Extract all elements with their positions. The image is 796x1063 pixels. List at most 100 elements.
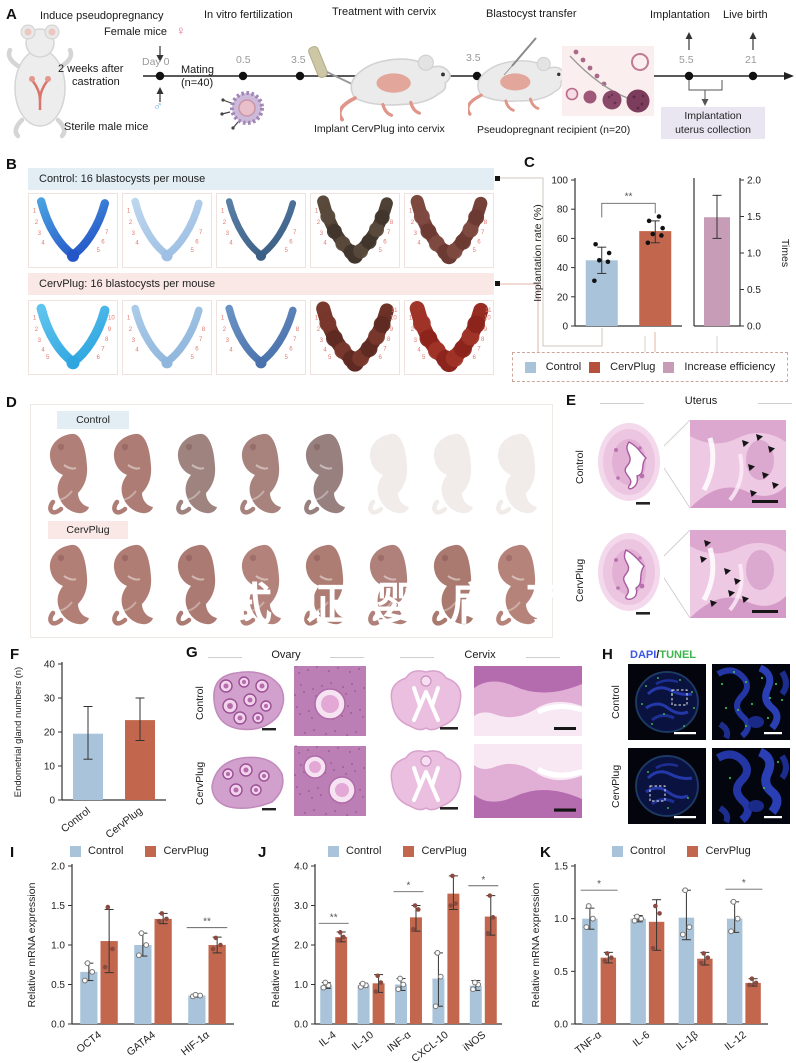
- timepoint-3-5b: 3.5: [466, 52, 481, 64]
- svg-text:Control: Control: [59, 805, 93, 835]
- svg-text:Relative mRNA expression: Relative mRNA expression: [270, 882, 282, 1007]
- svg-text:9: 9: [108, 326, 112, 333]
- svg-text:3: 3: [320, 337, 324, 344]
- svg-text:4: 4: [417, 347, 421, 354]
- dapi-title: DAPI: [630, 649, 657, 661]
- collection-line-2: uterus collection: [675, 124, 751, 136]
- cervix-inset-cervplug: [474, 744, 582, 818]
- cervplug-legend-label: CervPlug: [421, 845, 467, 857]
- uterus-inset-control: [690, 420, 786, 508]
- control-swatch: [328, 845, 339, 857]
- pup-image: [488, 541, 548, 635]
- pup-image: [488, 430, 548, 524]
- pup-image: [360, 541, 420, 635]
- control-pups-row: [40, 430, 548, 524]
- svg-text:6: 6: [473, 354, 477, 361]
- svg-text:2: 2: [223, 326, 227, 333]
- cervix-header: Cervix: [464, 649, 496, 661]
- pup-image: [168, 430, 228, 524]
- svg-text:6: 6: [101, 239, 105, 246]
- ovary-inset-cervplug: [294, 744, 366, 818]
- svg-text:3: 3: [320, 230, 324, 237]
- svg-text:6: 6: [477, 239, 481, 246]
- svg-text:2.0: 2.0: [747, 176, 761, 187]
- svg-text:3: 3: [414, 337, 418, 344]
- sterile-mouse-illustration: [6, 24, 74, 139]
- mating-n-label: (n=40): [181, 77, 214, 89]
- ovary-inset-control: [294, 666, 366, 736]
- cervplug-legend-label: CervPlug: [610, 361, 656, 373]
- ovary-rule-left: [208, 657, 242, 658]
- svg-text:80: 80: [557, 205, 569, 216]
- svg-text:40: 40: [557, 263, 569, 274]
- svg-text:5: 5: [379, 247, 383, 254]
- svg-text:7: 7: [101, 346, 105, 353]
- svg-text:6: 6: [195, 346, 199, 353]
- endometrial-gland-chart: 0 10 20 30 40 Endometrial gland numbers (n) Co…: [10, 652, 178, 848]
- svg-text:4: 4: [135, 240, 139, 247]
- control-swatch: [524, 361, 536, 373]
- svg-text:2: 2: [35, 326, 39, 333]
- svg-text:8: 8: [296, 326, 300, 333]
- panel-h-label: H: [602, 646, 613, 663]
- castration-label-1: 2 weeks after: [58, 63, 124, 75]
- svg-text:3.0: 3.0: [294, 901, 308, 912]
- svg-text:4: 4: [41, 240, 45, 247]
- uterus-image: 1 2 3 4 5 6 7 8 9 10 11: [310, 300, 400, 375]
- svg-text:1: 1: [33, 208, 37, 215]
- svg-text:0.5: 0.5: [747, 285, 761, 296]
- pup-image: [104, 541, 164, 635]
- collection-line-1: Implantation: [684, 110, 742, 122]
- svg-text:7: 7: [383, 346, 387, 353]
- svg-text:5: 5: [285, 247, 289, 254]
- cervplug-tag: CervPlug: [48, 521, 128, 539]
- timepoint-5-5: 5.5: [679, 54, 694, 66]
- svg-text:1: 1: [409, 208, 413, 215]
- svg-text:2: 2: [223, 219, 227, 226]
- uterus-section-cervplug: [596, 530, 664, 618]
- svg-text:60: 60: [557, 234, 569, 245]
- svg-text:1.0: 1.0: [747, 249, 761, 260]
- g-cervplug-row-label: CervPlug: [194, 761, 206, 806]
- cervplug-connector-node: [495, 281, 500, 286]
- svg-text:GATA4: GATA4: [125, 1029, 158, 1059]
- svg-text:2: 2: [129, 219, 133, 226]
- panel-i-legend: Control CervPlug: [70, 845, 209, 857]
- svg-text:*: *: [407, 881, 411, 892]
- svg-text:6: 6: [379, 354, 383, 361]
- pup-image: [424, 430, 484, 524]
- recipient-mouse-illustration: [468, 55, 567, 116]
- mrna-chart-k: 0.0 0.5 1.0 1.5 Relative mRNA expression TNF-…: [528, 856, 774, 1060]
- svg-text:8: 8: [484, 219, 488, 226]
- timeline-illustration: [6, 24, 794, 139]
- step-title-implantation: Implantation: [650, 9, 710, 21]
- pup-image: [40, 541, 100, 635]
- svg-text:IL-4: IL-4: [317, 1029, 339, 1050]
- mating-label: Mating: [181, 64, 215, 76]
- female-icon: ♀: [176, 23, 186, 38]
- svg-text:3: 3: [38, 337, 42, 344]
- svg-text:4: 4: [229, 240, 233, 247]
- svg-text:11: 11: [391, 307, 398, 314]
- dapi-tunel-title: DAPI/TUNEL: [630, 649, 696, 661]
- svg-text:Relative mRNA expression: Relative mRNA expression: [26, 882, 38, 1007]
- cervplug-swatch: [403, 845, 415, 857]
- svg-text:INF-α: INF-α: [385, 1029, 413, 1055]
- mrna-chart-j: 0.0 1.0 2.0 3.0 4.0 Relative mRNA expression I…: [268, 856, 510, 1063]
- cervix-inset-control: [474, 666, 582, 736]
- svg-text:1.0: 1.0: [554, 914, 568, 925]
- svg-text:9: 9: [390, 326, 394, 333]
- svg-text:7: 7: [105, 229, 109, 236]
- svg-text:2: 2: [35, 219, 39, 226]
- collection-box: Implantation uterus collection: [661, 107, 765, 139]
- svg-text:3: 3: [226, 337, 230, 344]
- svg-text:2: 2: [129, 326, 133, 333]
- control-connector-node: [495, 176, 500, 181]
- svg-text:0.5: 0.5: [51, 980, 65, 991]
- svg-text:IL-12: IL-12: [722, 1029, 748, 1053]
- svg-text:CervPlug: CervPlug: [103, 805, 145, 841]
- svg-text:20: 20: [557, 292, 569, 303]
